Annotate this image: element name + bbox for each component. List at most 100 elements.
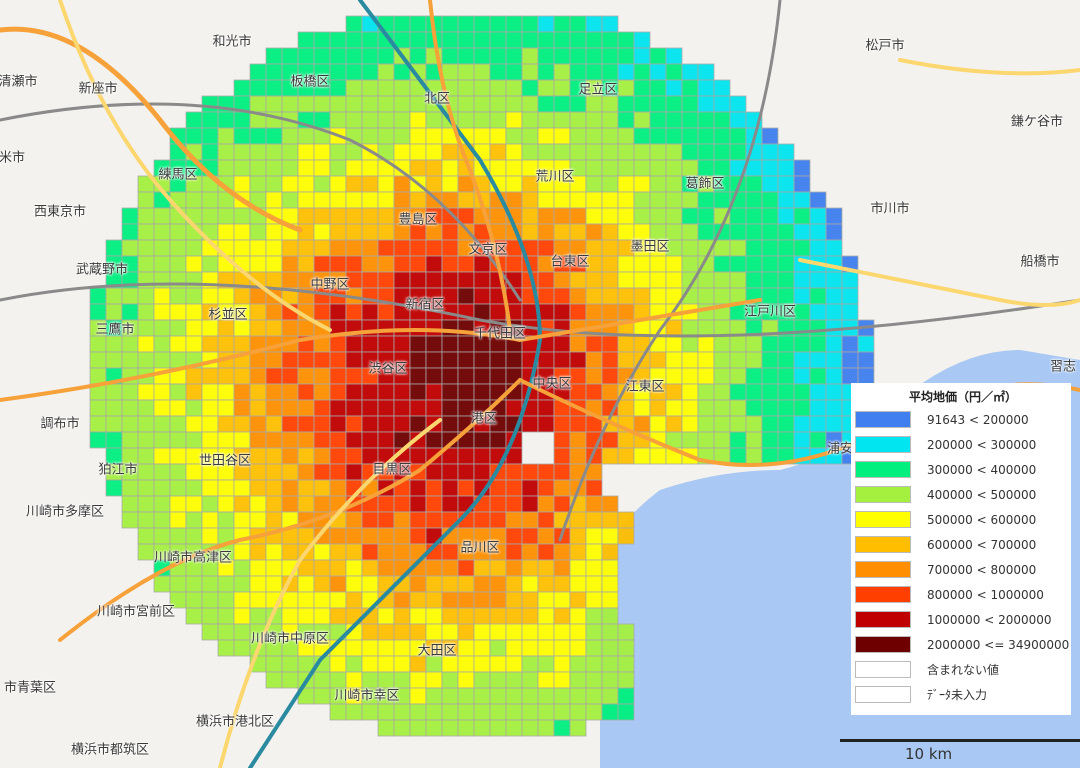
grid-cell (601, 559, 619, 577)
grid-cell (169, 383, 187, 401)
grid-cell (649, 111, 667, 129)
grid-cell (537, 399, 555, 417)
grid-cell (457, 639, 475, 657)
legend-item: 600000 < 700000 (855, 532, 1071, 557)
grid-cell (201, 591, 219, 609)
grid-cell (249, 63, 267, 81)
grid-cell (569, 143, 587, 161)
legend-item: 1000000 < 2000000 (855, 607, 1071, 632)
grid-cell (761, 271, 779, 289)
grid-cell (601, 431, 619, 449)
grid-cell (777, 159, 795, 177)
grid-cell (489, 207, 507, 225)
grid-cell (553, 79, 571, 97)
grid-cell (265, 319, 283, 337)
grid-cell (217, 159, 235, 177)
grid-cell (809, 223, 827, 241)
city-label: 武蔵野市 (75, 262, 129, 278)
grid-cell (729, 207, 747, 225)
grid-cell (697, 319, 715, 337)
grid-cell (169, 223, 187, 241)
grid-cell (281, 143, 299, 161)
grid-cell (409, 671, 427, 689)
grid-cell (521, 607, 539, 625)
grid-cell (761, 431, 779, 449)
grid-cell (377, 527, 395, 545)
grid-cell (89, 335, 107, 353)
grid-cell (169, 319, 187, 337)
grid-cell (137, 255, 155, 273)
legend-swatch (855, 661, 911, 678)
grid-cell (345, 431, 363, 449)
ward-label: 大田区 (417, 643, 457, 659)
grid-cell (393, 607, 411, 625)
legend-label: 200000 < 300000 (927, 437, 1037, 452)
grid-cell (521, 575, 539, 593)
grid-cell (329, 415, 347, 433)
grid-cell (825, 303, 843, 321)
grid-cell (521, 95, 539, 113)
grid-cell (153, 335, 171, 353)
grid-cell (729, 367, 747, 385)
grid-cell (137, 495, 155, 513)
grid-cell (745, 415, 763, 433)
grid-cell (361, 191, 379, 209)
grid-cell (185, 575, 203, 593)
grid-cell (329, 575, 347, 593)
grid-cell (201, 527, 219, 545)
grid-cell (105, 415, 123, 433)
grid-cell (169, 479, 187, 497)
grid-cell (649, 191, 667, 209)
grid-cell (377, 655, 395, 673)
grid-cell (249, 431, 267, 449)
grid-cell (377, 335, 395, 353)
grid-cell (569, 367, 587, 385)
grid-cell (409, 127, 427, 145)
grid-cell (249, 383, 267, 401)
grid-cell (313, 143, 331, 161)
grid-cell (265, 671, 283, 689)
grid-cell (809, 207, 827, 225)
grid-cell (473, 655, 491, 673)
grid-cell (681, 351, 699, 369)
grid-cell (409, 527, 427, 545)
grid-cell (457, 655, 475, 673)
grid-cell (777, 143, 795, 161)
grid-cell (313, 223, 331, 241)
grid-cell (345, 15, 363, 33)
legend-title: 平均地価（円／㎡） (908, 390, 1017, 404)
grid-cell (473, 687, 491, 705)
grid-cell (361, 383, 379, 401)
grid-cell (249, 415, 267, 433)
grid-cell (313, 671, 331, 689)
grid-cell (361, 527, 379, 545)
grid-cell (729, 239, 747, 257)
grid-cell (553, 351, 571, 369)
legend-swatch (855, 536, 911, 553)
grid-cell (473, 255, 491, 273)
grid-cell (265, 143, 283, 161)
grid-cell (265, 511, 283, 529)
grid-cell (409, 383, 427, 401)
grid-cell (489, 495, 507, 513)
grid-cell (329, 143, 347, 161)
grid-cell (473, 703, 491, 721)
legend-label: 300000 < 400000 (927, 462, 1037, 477)
grid-cell (425, 351, 443, 369)
grid-cell (697, 383, 715, 401)
grid-cell (633, 159, 651, 177)
grid-cell (617, 623, 635, 641)
grid-cell (489, 511, 507, 529)
grid-cell (377, 159, 395, 177)
grid-cell (665, 351, 683, 369)
grid-cell (265, 255, 283, 273)
grid-cell (217, 143, 235, 161)
grid-cell (553, 31, 571, 49)
grid-cell (489, 15, 507, 33)
grid-cell (601, 191, 619, 209)
grid-cell (425, 367, 443, 385)
grid-cell (169, 431, 187, 449)
grid-cell (361, 63, 379, 81)
grid-cell (777, 207, 795, 225)
grid-cell (633, 399, 651, 417)
